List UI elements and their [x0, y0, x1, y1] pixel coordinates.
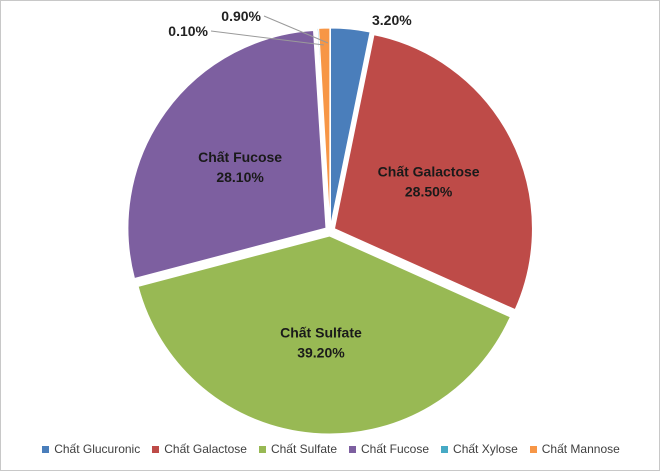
legend-swatch [349, 445, 356, 453]
legend-label: Chất Sulfate [270, 442, 337, 456]
slice-value-label: 28.10% [216, 169, 264, 185]
legend-item: Chất Glucuronic [42, 442, 140, 456]
legend-item: Chất Xylose [441, 442, 518, 456]
pie-slice-ch-t-fucose [127, 29, 327, 280]
legend-swatch [42, 445, 50, 453]
slice-value-label: 39.20% [297, 345, 345, 361]
legend-swatch [258, 445, 266, 453]
slice-value-label: 0.90% [221, 8, 261, 24]
pie-slice-ch-t-glucuronic [330, 27, 371, 227]
legend-item: Chất Fucose [349, 442, 429, 456]
slice-name-label: Chất Fucose [198, 149, 282, 165]
legend-label: Chất Xylose [453, 442, 518, 456]
legend-swatch [152, 445, 160, 453]
slice-value-label: 3.20% [372, 12, 412, 28]
legend-swatch [441, 445, 449, 453]
legend-item: Chất Sulfate [258, 442, 337, 456]
legend: Chất Glucuronic Chất Galactose Chất Sulfat… [1, 439, 660, 459]
legend-swatch [529, 445, 537, 453]
pie-slice-ch-t-mannose [318, 27, 331, 227]
slice-value-label: 28.50% [405, 183, 453, 199]
pie-slice-ch-t-sulfate [137, 235, 511, 435]
leader-line [263, 15, 329, 44]
slice-value-label: 0.10% [168, 23, 208, 39]
pie-chart: Chất Galactose 28.50% Chất Sulfate 39.20% Ch… [127, 8, 533, 435]
leader-line [210, 30, 325, 46]
slice-name-label: Chất Galactose [378, 163, 480, 179]
legend-item: Chất Galactose [152, 442, 247, 456]
slice-name-label: Chất Sulfate [280, 325, 362, 341]
legend-item: Chất Mannose [529, 442, 620, 456]
legend-label: Chất Glucuronic [54, 442, 141, 456]
legend-label: Chất Mannose [541, 442, 620, 456]
legend-label: Chất Fucose [361, 442, 430, 456]
legend-label: Chất Galactose [164, 442, 247, 456]
pie-slice-ch-t-galactose [333, 34, 533, 311]
